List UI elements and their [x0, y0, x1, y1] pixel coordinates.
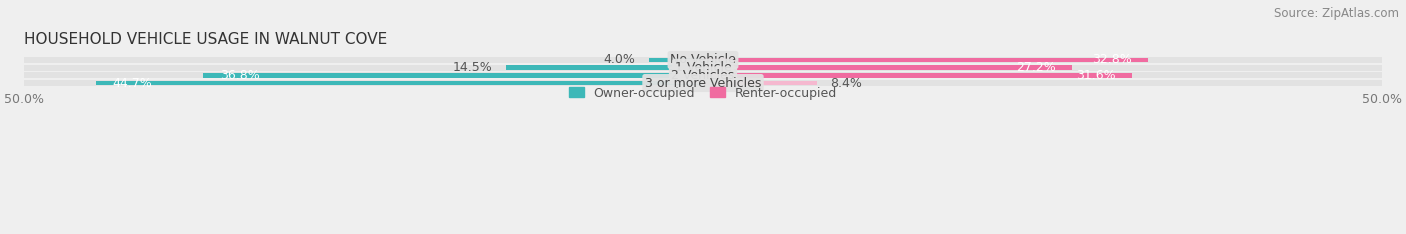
Bar: [703, 65, 1073, 70]
Text: 4.0%: 4.0%: [603, 53, 636, 66]
Bar: [703, 81, 817, 85]
Text: 32.8%: 32.8%: [1092, 53, 1132, 66]
Text: 2 Vehicles: 2 Vehicles: [672, 69, 734, 82]
Bar: [96, 81, 703, 85]
Text: 31.6%: 31.6%: [1076, 69, 1116, 82]
Bar: [703, 73, 1132, 78]
Text: 14.5%: 14.5%: [453, 61, 492, 74]
Bar: [648, 58, 703, 62]
Text: 3 or more Vehicles: 3 or more Vehicles: [645, 77, 761, 90]
Text: Source: ZipAtlas.com: Source: ZipAtlas.com: [1274, 7, 1399, 20]
Bar: [506, 65, 703, 70]
Bar: [24, 72, 1382, 78]
Legend: Owner-occupied, Renter-occupied: Owner-occupied, Renter-occupied: [564, 82, 842, 105]
Text: 27.2%: 27.2%: [1017, 61, 1056, 74]
Bar: [204, 73, 703, 78]
Text: HOUSEHOLD VEHICLE USAGE IN WALNUT COVE: HOUSEHOLD VEHICLE USAGE IN WALNUT COVE: [24, 32, 388, 47]
Bar: [24, 65, 1382, 71]
Text: 36.8%: 36.8%: [219, 69, 260, 82]
Text: 1 Vehicle: 1 Vehicle: [675, 61, 731, 74]
Text: 8.4%: 8.4%: [831, 77, 862, 90]
Bar: [703, 58, 1149, 62]
Text: No Vehicle: No Vehicle: [671, 53, 735, 66]
Bar: [24, 80, 1382, 86]
Bar: [24, 57, 1382, 63]
Text: 44.7%: 44.7%: [112, 77, 152, 90]
